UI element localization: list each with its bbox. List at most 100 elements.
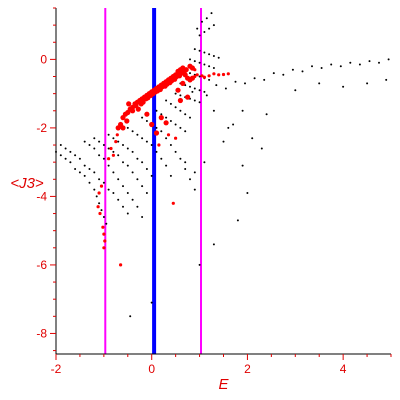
black-point-129 (198, 34, 201, 37)
black-point-12 (102, 216, 105, 218)
black-point-96 (179, 109, 182, 112)
black-point-25 (112, 192, 115, 194)
black-point-169 (330, 63, 333, 66)
black-point-82 (179, 157, 182, 160)
black-point-142 (212, 243, 215, 246)
data-series (55, 12, 390, 318)
black-point-63 (150, 174, 153, 177)
black-point-78 (160, 130, 163, 133)
black-point-134 (210, 12, 213, 15)
black-point-79 (165, 137, 168, 140)
black-point-39 (131, 198, 134, 201)
red-point-43 (193, 74, 197, 79)
black-point-47 (117, 154, 120, 157)
black-point-150 (260, 147, 263, 150)
red-point-86 (120, 125, 126, 131)
red-point-87 (124, 118, 130, 124)
red-point-4 (101, 225, 105, 229)
red-point-2 (96, 205, 100, 209)
black-point-51 (136, 178, 139, 181)
black-point-92 (184, 130, 187, 133)
black-point-88 (165, 116, 168, 119)
black-point-118 (193, 60, 196, 63)
black-point-73 (169, 174, 172, 177)
black-point-26 (117, 198, 120, 201)
black-point-157 (215, 84, 218, 87)
black-point-65 (131, 130, 134, 133)
black-point-80 (169, 144, 172, 146)
black-point-178 (342, 85, 345, 88)
red-point-51 (226, 72, 230, 76)
black-point-152 (232, 123, 235, 126)
x-axis-title: E (218, 376, 229, 393)
black-point-50 (131, 171, 134, 174)
black-point-122 (212, 67, 215, 69)
red-point-78 (153, 130, 160, 136)
black-point-180 (385, 78, 388, 81)
black-point-143 (198, 263, 201, 266)
black-point-163 (272, 72, 275, 75)
y-tick-label: 0 (40, 52, 47, 66)
black-point-67 (141, 137, 144, 140)
black-point-20 (88, 168, 91, 170)
black-point-127 (212, 55, 215, 57)
black-point-71 (160, 157, 163, 160)
red-point-90 (177, 97, 183, 104)
black-point-4 (74, 168, 77, 170)
black-point-166 (301, 70, 304, 73)
black-point-81 (174, 150, 177, 153)
black-point-13 (105, 222, 108, 225)
black-point-24 (107, 188, 110, 191)
red-point-89 (166, 133, 171, 137)
black-point-95 (174, 106, 177, 109)
black-point-109 (198, 89, 201, 92)
red-point-75 (183, 67, 189, 73)
red-point-47 (207, 74, 211, 78)
black-point-179 (366, 82, 369, 85)
black-point-89 (169, 120, 172, 122)
black-point-48 (122, 161, 124, 164)
black-point-34 (107, 164, 110, 167)
black-point-119 (198, 61, 201, 64)
black-point-17 (74, 154, 77, 157)
black-point-151 (251, 137, 254, 140)
y-tick-label: -6 (36, 258, 47, 272)
black-point-141 (236, 219, 239, 222)
black-point-41 (141, 216, 144, 218)
black-point-22 (98, 178, 101, 181)
black-point-108 (193, 87, 196, 90)
red-point-8 (111, 153, 115, 157)
black-point-30 (88, 144, 91, 146)
black-point-131 (208, 27, 211, 30)
red-point-77 (149, 121, 155, 128)
black-point-53 (145, 192, 148, 194)
black-point-74 (141, 116, 144, 119)
black-point-90 (174, 123, 177, 126)
y-tick-label: -2 (36, 121, 47, 135)
black-point-45 (107, 147, 110, 150)
red-point-91 (185, 94, 191, 100)
black-point-10 (98, 202, 101, 205)
black-point-123 (193, 48, 196, 51)
red-point-84 (107, 157, 111, 161)
black-point-175 (387, 58, 390, 61)
black-point-58 (126, 147, 129, 150)
black-point-23 (102, 181, 105, 184)
red-point-45 (200, 74, 204, 78)
black-point-36 (117, 178, 120, 181)
black-point-57 (122, 144, 124, 146)
black-point-54 (107, 133, 110, 136)
black-point-69 (150, 144, 153, 146)
black-point-61 (141, 161, 144, 164)
black-point-172 (358, 63, 361, 66)
black-point-83 (184, 168, 187, 170)
black-point-46 (112, 150, 115, 153)
black-point-1 (59, 154, 62, 157)
black-point-177 (318, 82, 321, 85)
red-point-5 (102, 232, 106, 236)
red-point-3 (98, 211, 102, 216)
reference-lines (104, 8, 203, 354)
black-point-7 (88, 181, 91, 184)
black-point-124 (198, 49, 201, 52)
black-point-93 (165, 99, 168, 102)
